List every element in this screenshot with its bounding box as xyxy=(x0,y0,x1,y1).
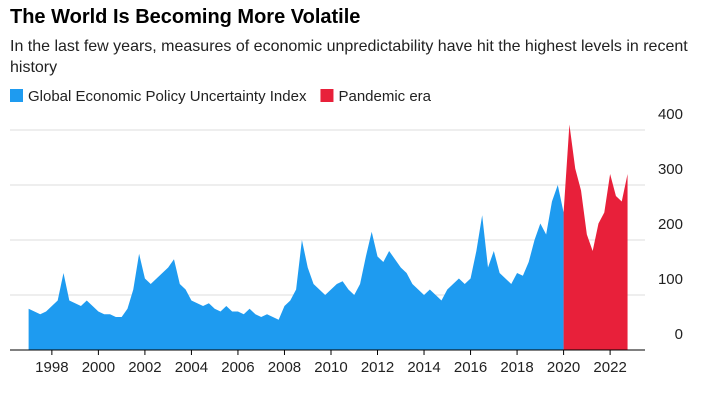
x-tick-label: 2012 xyxy=(361,359,394,376)
y-tick-label: 200 xyxy=(658,216,683,233)
y-tick-label: 300 xyxy=(658,161,683,178)
legend-label: Pandemic era xyxy=(338,88,431,105)
x-tick-label: 2002 xyxy=(128,359,161,376)
chart-subtitle: In the last few years, measures of econo… xyxy=(10,38,688,76)
x-tick-label: 2014 xyxy=(407,359,440,376)
x-tick-label: 2000 xyxy=(82,359,115,376)
x-tick-label: 2020 xyxy=(547,359,580,376)
x-tick-label: 2004 xyxy=(175,359,208,376)
x-tick-label: 2006 xyxy=(221,359,254,376)
y-tick-label: 400 xyxy=(658,106,683,123)
legend-label: Global Economic Policy Uncertainty Index xyxy=(28,88,307,105)
legend-swatch xyxy=(10,89,23,102)
x-tick-label: 2010 xyxy=(314,359,347,376)
y-tick-label: 0 xyxy=(675,326,683,343)
x-tick-label: 2022 xyxy=(593,359,626,376)
x-tick-label: 2018 xyxy=(500,359,533,376)
y-tick-label: 100 xyxy=(658,271,683,288)
area xyxy=(28,185,564,350)
chart-title: The World Is Becoming More Volatile xyxy=(10,6,361,28)
legend-swatch xyxy=(320,89,334,102)
x-tick-label: 2008 xyxy=(268,359,301,376)
x-tick-label: 1998 xyxy=(35,359,68,376)
x-tick-label: 2016 xyxy=(454,359,487,376)
area xyxy=(563,124,628,350)
